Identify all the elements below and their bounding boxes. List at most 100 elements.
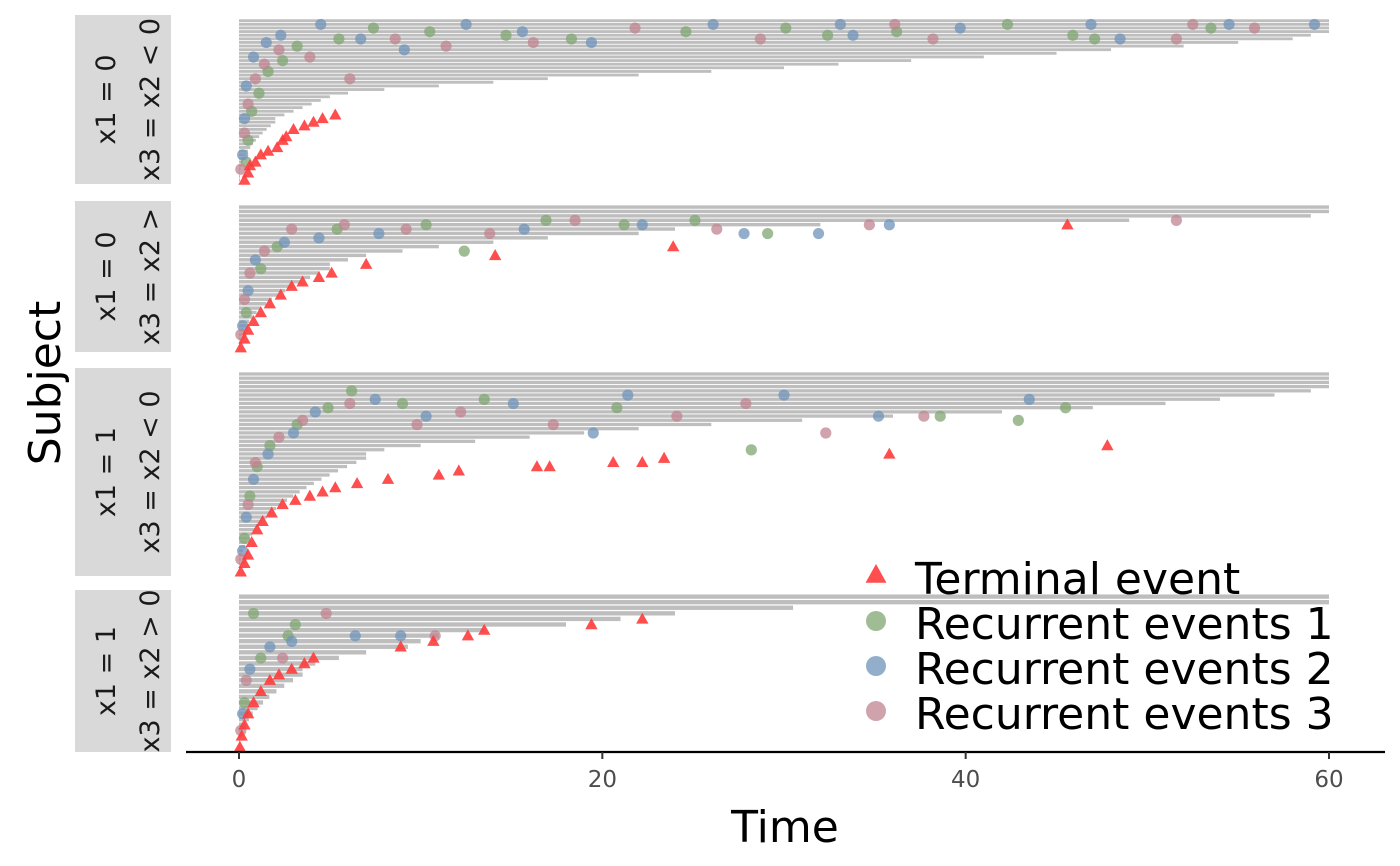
recurrent-event-3-point: [1248, 22, 1261, 34]
x-tick-label: 20: [588, 767, 617, 793]
x-tick-label: 40: [951, 767, 980, 793]
recurrent-event-1-point: [1001, 18, 1014, 31]
recurrent-event-2-point: [355, 33, 367, 45]
terminal-event-point: [325, 266, 338, 278]
recurrent-event-2-point: [264, 641, 276, 653]
followup-bar: [239, 694, 270, 700]
recurrent-event-1-point: [240, 307, 252, 319]
followup-bar: [239, 62, 839, 66]
followup-bar: [239, 95, 330, 99]
terminal-event-point: [543, 460, 556, 472]
followup-bar: [239, 406, 1093, 410]
strip-label: x1 = 1: [91, 427, 122, 517]
terminal-event-point: [250, 523, 264, 535]
recurrent-event-2-point: [287, 427, 300, 439]
terminal-event-point: [233, 740, 247, 752]
recurrent-event-1-point: [289, 619, 301, 631]
legend-key-recurrent-2-icon: [866, 656, 886, 676]
legend-label: Recurrent events 2: [915, 644, 1334, 695]
followup-bar: [239, 622, 566, 627]
followup-bar: [239, 431, 585, 435]
recurrent-event-2-point: [249, 254, 261, 266]
facet-strip: x1 = 0 x3 = x2 < 0: [75, 15, 171, 184]
recurrent-event-2-point: [587, 427, 599, 439]
terminal-event-point: [285, 279, 298, 291]
terminal-event-point: [261, 144, 275, 156]
recurrent-event-1-point: [458, 245, 470, 257]
recurrent-events: [235, 214, 1182, 341]
recurrent-event-1-point: [1067, 29, 1079, 41]
terminal-event-point: [316, 112, 329, 124]
recurrent-event-2-point: [244, 663, 256, 675]
followup-bar: [239, 511, 272, 515]
y-axis-title: Subject: [20, 301, 71, 465]
terminal-event-point: [247, 314, 260, 326]
terminal-event-point: [427, 634, 440, 646]
followup-bar: [239, 528, 256, 532]
terminal-event-point: [296, 275, 309, 287]
terminal-event-point: [254, 148, 267, 160]
recurrent-event-3-point: [235, 163, 247, 175]
recurrent-event-2-point: [315, 18, 327, 31]
followup-bar: [239, 51, 1057, 55]
terminal-event-point: [312, 271, 326, 283]
recurrent-event-3-point: [1170, 33, 1182, 45]
followup-bar: [239, 218, 1130, 222]
recurrent-event-3-point: [238, 293, 251, 306]
followup-bar: [239, 297, 273, 302]
legend-item: Recurrent events 2: [866, 644, 1334, 695]
recurrent-event-1-point: [255, 652, 267, 664]
followup-bar: [239, 452, 367, 456]
followup-bar: [239, 473, 330, 477]
legend-item: Terminal event: [865, 554, 1240, 605]
followup-bar: [239, 464, 348, 469]
followup-bar: [239, 414, 893, 418]
recurrent-event-2-point: [240, 80, 252, 92]
terminal-event-point: [249, 155, 262, 167]
terminal-event-point: [289, 493, 302, 505]
terminal-event-point: [1061, 218, 1074, 230]
terminal-events: [234, 439, 1114, 577]
strip-label: x1 = 1: [91, 626, 122, 716]
followup-bar: [239, 616, 621, 622]
recurrent-event-1-point: [540, 214, 552, 226]
recurrent-event-3-point: [238, 127, 251, 139]
terminal-event-point: [607, 455, 620, 468]
followup-bar: [239, 443, 421, 448]
terminal-event-point: [274, 288, 287, 300]
terminal-event-point: [316, 485, 329, 497]
recurrent-event-2-point: [240, 511, 252, 523]
followup-bar: [239, 55, 984, 59]
followup-bar: [239, 236, 548, 240]
terminal-event-point: [254, 306, 267, 318]
followup-bars: [239, 205, 1329, 350]
terminal-event-point: [280, 130, 293, 142]
followup-bar: [239, 127, 267, 131]
recurrent-event-2-point: [278, 236, 291, 248]
recurrent-event-2-point: [275, 29, 287, 41]
recurrent-event-2-point: [420, 410, 432, 422]
followup-bar: [239, 70, 712, 73]
recurrent-event-2-point: [260, 36, 272, 49]
terminal-event-point: [478, 623, 491, 635]
followup-bar: [239, 594, 1329, 599]
followup-bar: [239, 672, 303, 677]
followup-bar: [239, 306, 262, 310]
followup-bar: [239, 427, 639, 431]
followup-bar: [239, 490, 300, 494]
recurrent-event-1-point: [1059, 402, 1072, 414]
recurrent-event-2-point: [313, 232, 325, 244]
recurrent-event-2-point: [238, 113, 251, 125]
followup-bar: [239, 88, 385, 91]
followup-bar: [239, 244, 439, 249]
legend-item: Recurrent events 3: [866, 689, 1334, 740]
recurrent-event-3-point: [320, 607, 332, 620]
facet-strip: x1 = 1 x3 = x2 < 0: [75, 368, 171, 576]
followup-bar: [239, 222, 821, 227]
recurrent-event-3-point: [286, 223, 298, 235]
followup-bar: [239, 661, 316, 666]
recurrent-event-3-point: [927, 33, 939, 45]
followup-bar: [239, 271, 320, 275]
recurrent-event-2-point: [518, 223, 530, 235]
